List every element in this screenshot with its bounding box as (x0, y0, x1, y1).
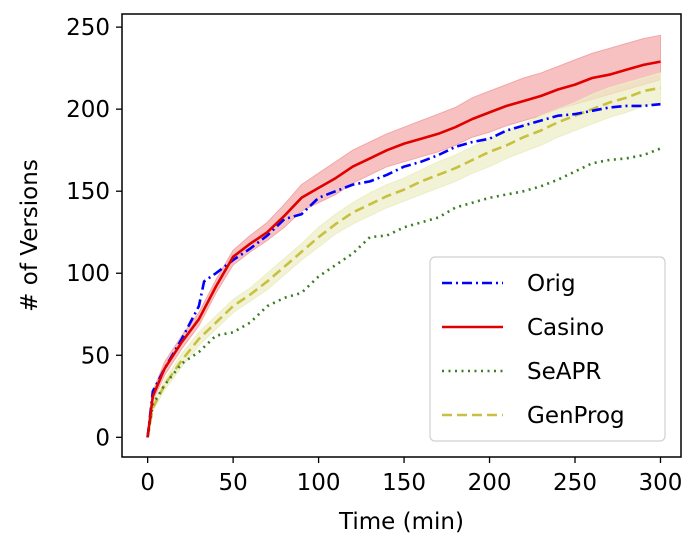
legend-item-seapr: SeAPR (442, 359, 601, 385)
legend-label: GenProg (527, 403, 625, 429)
x-tick-label: 50 (218, 470, 247, 496)
line-orig (146, 102, 661, 438)
y-tick-label: 200 (66, 97, 110, 123)
y-tick-label: 50 (81, 343, 110, 369)
series-lines (146, 60, 661, 438)
x-tick-label: 100 (297, 470, 341, 496)
legend-box (429, 256, 666, 442)
x-axis: 0 50 100 150 200 250 300 (140, 457, 682, 496)
line-genprog (146, 86, 661, 438)
x-tick-label: 150 (382, 470, 426, 496)
legend-item-casino: Casino (442, 315, 604, 341)
x-tick-label: 250 (553, 470, 597, 496)
legend-item-orig: Orig (442, 271, 576, 297)
y-axis: 0 50 100 150 200 250 (66, 15, 122, 451)
x-tick-label: 200 (468, 470, 512, 496)
y-tick-label: 100 (66, 261, 110, 287)
x-tick-label: 300 (639, 470, 683, 496)
line-casino (146, 60, 661, 438)
x-axis-label: Time (min) (338, 509, 464, 535)
legend-label: Casino (527, 315, 604, 341)
legend: Orig Casino SeAPR GenProg (429, 256, 666, 442)
plot-frame (121, 13, 682, 458)
y-tick-label: 250 (66, 15, 110, 41)
y-axis-label: # of Versions (17, 159, 43, 312)
legend-item-genprog: GenProg (442, 403, 625, 429)
x-tick-label: 0 (140, 470, 155, 496)
legend-label: SeAPR (527, 359, 601, 385)
y-tick-label: 150 (66, 179, 110, 205)
legend-label: Orig (527, 271, 576, 297)
line-seapr (146, 147, 661, 438)
y-tick-label: 0 (95, 425, 110, 451)
